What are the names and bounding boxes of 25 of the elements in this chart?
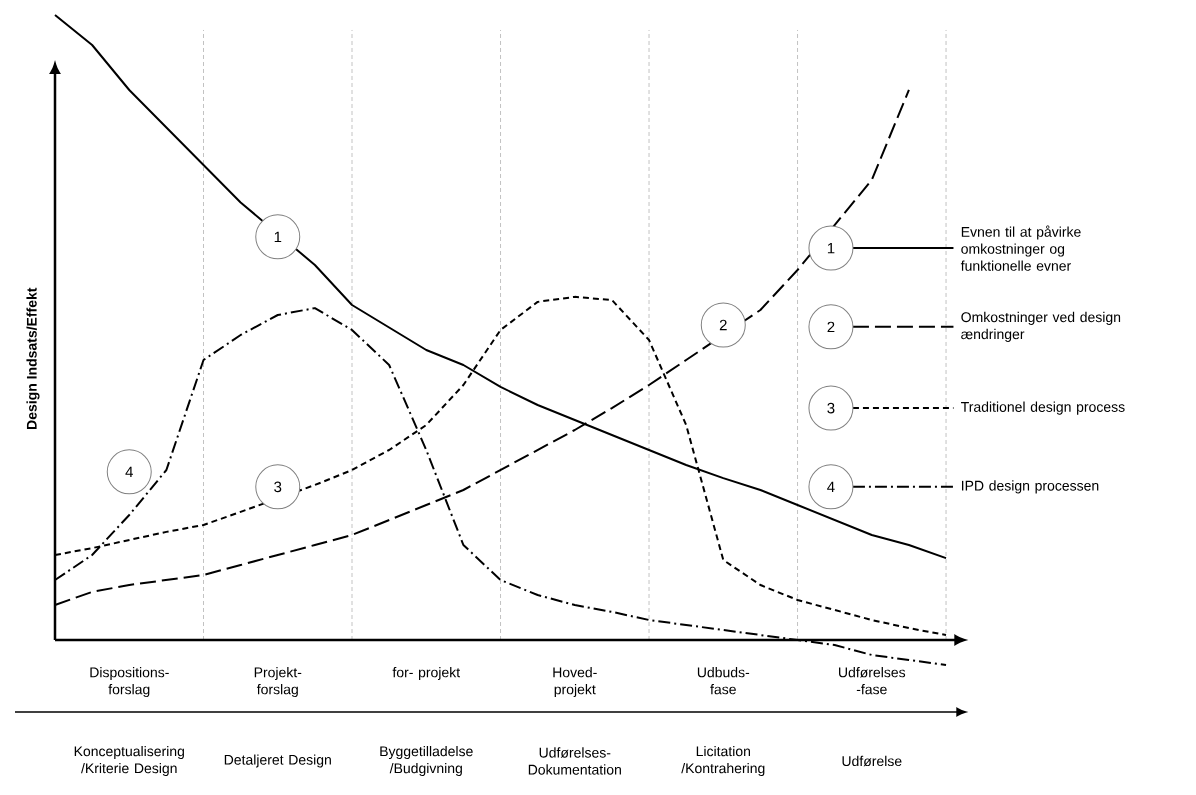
text: Licitation /Kontrahering [681,745,765,777]
text: Evnen til at påvirke omkostninger og funktionelle evner [960,225,1081,271]
annotation: 4 [125,466,133,478]
x-tick-label: Dispositions- forslag [90,667,169,698]
x-tick-label: for- projekt [392,667,460,681]
x-tick-label: Udbuds- fase [697,667,750,695]
annotation: 1 [274,231,282,243]
annotation: 3 [274,481,282,493]
x-tick-label: Projekt- forslag [254,667,302,698]
y-axis-title: Design Indsats/Effekt [26,287,40,429]
text: Detaljeret Design [224,754,331,768]
text: 4 [827,481,835,493]
annotation: 2 [719,319,727,331]
text: Udførelses- Dokumentation [528,747,621,775]
text: Konceptualisering /Kriterie Design [74,745,184,777]
text: IPD design processen [961,480,1099,494]
x-tick-label: Udførelses -fase [839,667,906,695]
text: 2 [827,321,835,333]
text: Byggetilladelse /Budgivning [380,745,473,777]
text: Traditionel design process [961,401,1125,415]
x-tick-label: Hoved- projekt [553,667,597,698]
text: 1 [827,242,835,254]
text: Omkostninger ved design ændringer [961,311,1121,342]
text: 3 [827,402,835,414]
text: Udførelse [842,755,902,767]
